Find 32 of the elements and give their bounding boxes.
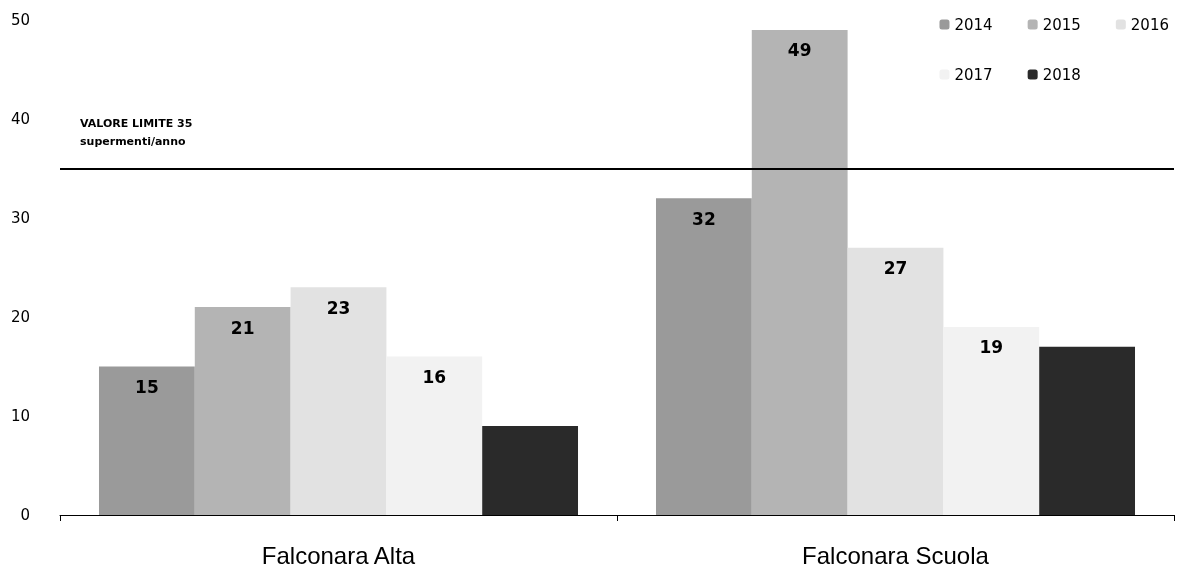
legend-label: 2014: [954, 15, 993, 34]
y-tick-label: 0: [20, 506, 30, 524]
y-tick-label: 30: [10, 209, 30, 227]
bar: [847, 247, 944, 515]
legend-label: 2017: [954, 65, 993, 84]
y-tick-label: 20: [10, 308, 30, 326]
data-label: 32: [692, 208, 716, 229]
legend-label: 2016: [1130, 15, 1170, 34]
legend-label: 2015: [1042, 15, 1081, 34]
bar: [290, 287, 387, 515]
bar: [655, 198, 752, 515]
data-label: 16: [422, 367, 447, 388]
data-label: 15: [135, 377, 159, 397]
data-label: 49: [787, 40, 812, 61]
legend-label: 2018: [1042, 65, 1081, 84]
bar: [386, 356, 483, 515]
data-label: 21: [230, 317, 255, 338]
data-label: 19: [979, 337, 1004, 358]
bar: [751, 29, 848, 515]
bar: [98, 366, 195, 515]
bar: [482, 425, 579, 515]
data-label: 27: [883, 258, 908, 279]
y-tick-label: 50: [10, 11, 30, 29]
y-tick-label: 10: [10, 407, 30, 425]
bar: [1039, 346, 1136, 515]
bar: [943, 326, 1040, 515]
bar: [194, 307, 291, 515]
y-tick-label: 40: [10, 110, 30, 128]
data-label: 23: [326, 297, 351, 318]
x-tick-label: Falconara Scuola: [802, 541, 990, 569]
x-tick-label: Falconara Alta: [261, 541, 416, 569]
ref-line-label: VALORE LIMITE 35 supermenti/anno: [80, 117, 193, 148]
